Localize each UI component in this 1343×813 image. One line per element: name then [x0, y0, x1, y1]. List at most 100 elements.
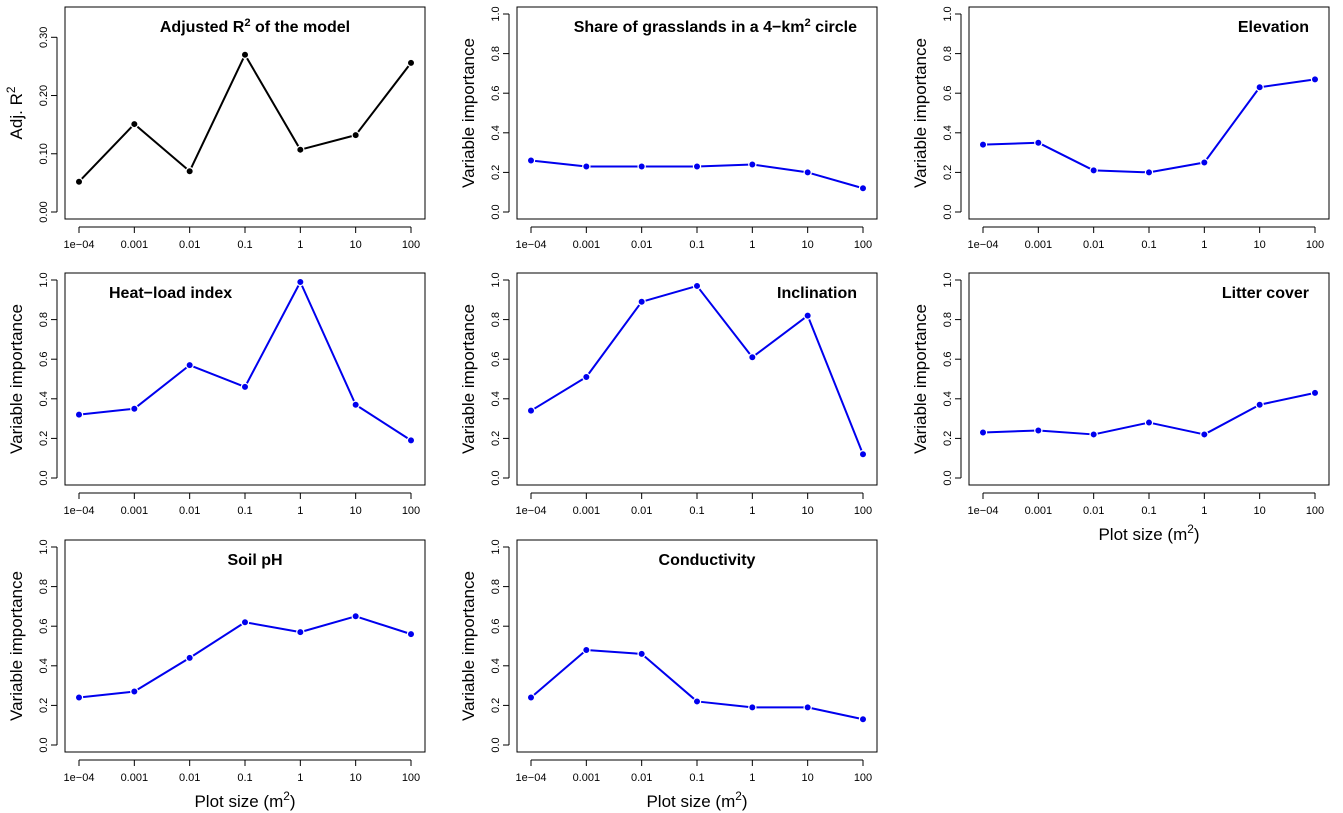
x-tick-label: 0.1 [1141, 239, 1156, 251]
data-point [692, 162, 702, 171]
x-tick-label: 1e−04 [64, 239, 95, 251]
y-tick-label: 0.6 [38, 352, 50, 367]
x-tick-label: 0.1 [689, 505, 704, 517]
y-tick-label: 0.30 [38, 27, 50, 48]
x-tick-label: 0.01 [1083, 239, 1104, 251]
y-tick-label: 0.4 [38, 658, 50, 673]
x-tick-label: 1 [749, 772, 755, 784]
chart-panel-2: 1e−04 0.001 0.01 0.1 1 10 100 0.0 0.2 0.4 0.6 0.8 1.… [459, 6, 878, 251]
y-tick-label: 1.0 [38, 539, 50, 554]
data-point [296, 145, 305, 154]
y-tick-label: 0.6 [38, 619, 50, 634]
x-tick-label: 0.001 [121, 239, 149, 251]
x-tick-label: 1 [297, 505, 303, 517]
x-tick-label: 1 [749, 505, 755, 517]
data-point [185, 360, 194, 370]
x-tick-label: 10 [350, 772, 362, 784]
x-tick-label: 10 [1254, 239, 1266, 251]
data-point [582, 372, 591, 382]
x-axis-title: Plot size (m2) [1098, 522, 1199, 544]
x-tick-label: 100 [1306, 239, 1324, 251]
x-tick-label: 100 [402, 505, 420, 517]
x-axis-title: Plot size (m2) [194, 789, 295, 811]
y-tick-label: 0.8 [942, 312, 954, 327]
y-axis-title: Variable importance [459, 571, 478, 721]
plot-frame [64, 272, 426, 486]
plot-frame [516, 272, 878, 486]
data-point [130, 687, 139, 696]
x-tick-label: 100 [854, 505, 872, 517]
y-tick-label: 0.4 [490, 658, 502, 673]
plot-frame [968, 6, 1330, 220]
data-point [1144, 418, 1154, 427]
x-tick-label: 100 [402, 772, 420, 784]
y-tick-label: 0.4 [942, 391, 954, 406]
x-tick-label: 1e−04 [516, 772, 547, 784]
data-point [1255, 400, 1264, 409]
x-tick-label: 100 [1306, 505, 1324, 517]
y-tick-label: 0.2 [942, 165, 954, 180]
x-tick-label: 0.1 [237, 772, 252, 784]
plot-frame [64, 6, 426, 220]
panel-title: Inclination [777, 285, 857, 302]
y-tick-label: 0.4 [490, 125, 502, 140]
y-tick-label: 0.0 [490, 737, 502, 752]
y-axis-title: Adj. R2 [4, 86, 26, 139]
data-point [692, 281, 702, 291]
panel-title: Litter cover [1222, 285, 1309, 302]
chart-panel-7: 1e−04 0.001 0.01 0.1 1 10 100 0.0 0.2 0.4 0.6 0.8 1.… [7, 539, 426, 811]
y-tick-label: 0.6 [490, 86, 502, 101]
x-tick-label: 0.01 [179, 772, 200, 784]
panel-title: Soil pH [227, 552, 282, 569]
data-point [1089, 430, 1098, 439]
x-tick-label: 0.1 [237, 239, 252, 251]
x-tick-label: 0.001 [573, 772, 601, 784]
x-tick-label: 10 [1254, 505, 1266, 517]
x-axis-title: Plot size (m2) [646, 789, 747, 811]
data-point [1310, 75, 1320, 84]
data-point [130, 119, 139, 129]
y-tick-label: 0.8 [38, 312, 50, 327]
chart-panel-5: 1e−04 0.001 0.01 0.1 1 10 100 0.0 0.2 0.4 0.6 0.8 1.… [459, 272, 878, 517]
y-tick-label: 0.6 [942, 86, 954, 101]
data-point [351, 130, 360, 140]
y-tick-label: 0.0 [38, 470, 50, 485]
y-tick-label: 0.4 [942, 125, 954, 140]
series-line [78, 615, 412, 699]
data-point [351, 400, 360, 409]
data-point [240, 618, 250, 627]
x-tick-label: 1e−04 [64, 505, 95, 517]
data-point [748, 353, 757, 362]
data-point [858, 715, 868, 724]
data-point [526, 156, 536, 165]
panel-title: Adjusted R2 of the model [160, 17, 350, 36]
data-point [74, 693, 84, 702]
y-tick-label: 0.2 [490, 165, 502, 180]
data-point [978, 140, 988, 149]
y-tick-label: 0.2 [490, 431, 502, 446]
data-point [185, 167, 194, 176]
x-tick-label: 0.01 [631, 239, 652, 251]
y-axis-title: Variable importance [7, 304, 26, 454]
data-point [637, 297, 646, 306]
x-tick-label: 0.001 [573, 239, 601, 251]
data-point [582, 645, 591, 655]
y-tick-label: 1.0 [490, 6, 502, 21]
y-tick-label: 0.10 [38, 143, 50, 164]
y-tick-label: 1.0 [942, 6, 954, 21]
plot-frame [64, 539, 426, 753]
y-axis-title: Variable importance [459, 38, 478, 188]
data-point [240, 50, 250, 59]
y-tick-label: 1.0 [942, 272, 954, 287]
x-tick-label: 0.01 [179, 505, 200, 517]
x-tick-label: 0.01 [631, 772, 652, 784]
series-line [530, 648, 864, 721]
y-axis-title: Variable importance [911, 38, 930, 188]
chart-panel-4: 1e−04 0.001 0.01 0.1 1 10 100 0.0 0.2 0.4 0.6 0.8 1.… [7, 272, 426, 517]
x-tick-label: 0.001 [1025, 239, 1053, 251]
y-tick-label: 0.8 [490, 312, 502, 327]
data-point [1200, 430, 1209, 439]
y-axis-title: Variable importance [7, 571, 26, 721]
panel-title: Share of grasslands in a 4−km2 circle [574, 17, 857, 36]
